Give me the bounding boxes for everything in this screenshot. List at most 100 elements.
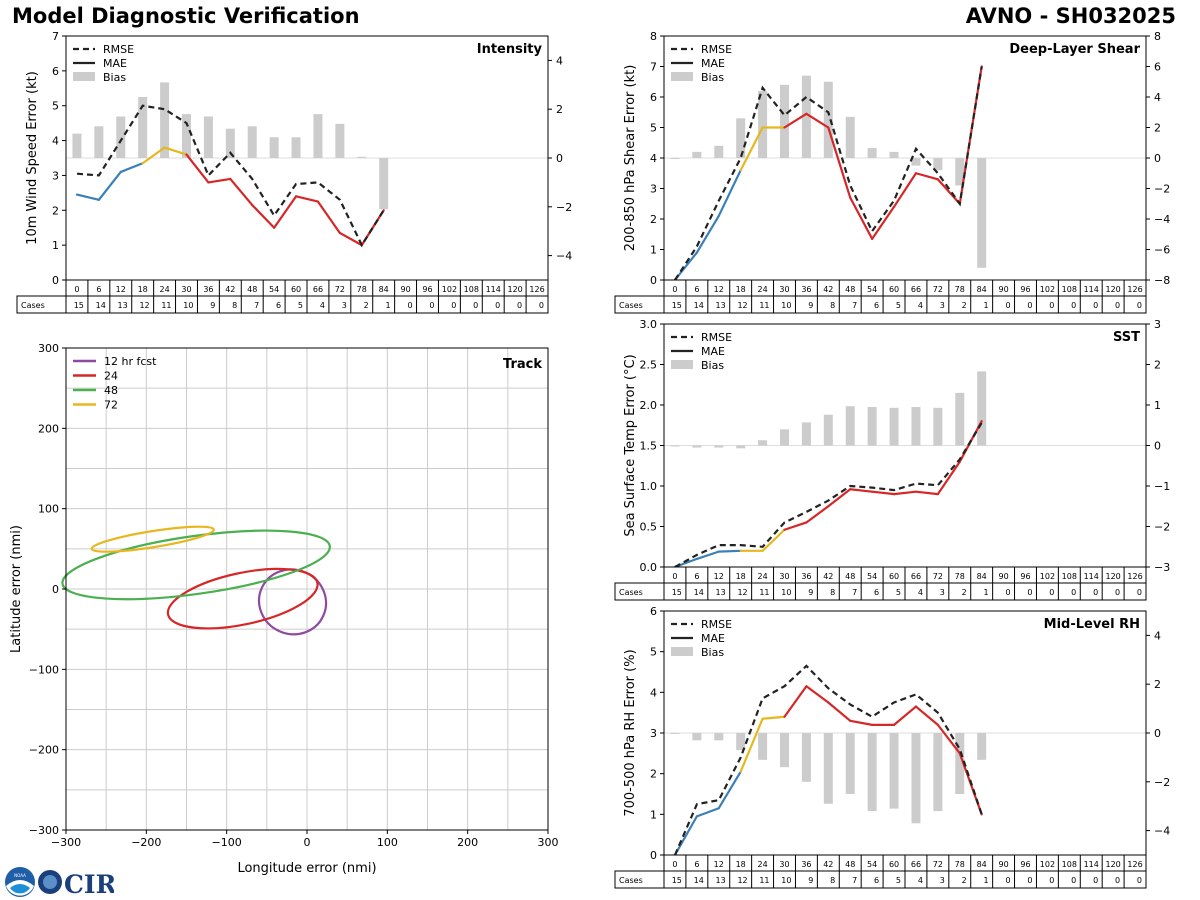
bias-bar xyxy=(94,126,104,158)
forecast-hour: 54 xyxy=(867,572,877,581)
legend-mae-label: MAE xyxy=(701,632,725,645)
bias-bar xyxy=(911,407,921,446)
bias-bar xyxy=(977,733,987,760)
bias-bar xyxy=(72,133,82,158)
bias-bar xyxy=(736,445,746,449)
case-count: 0 xyxy=(1027,876,1032,885)
forecast-hour: 84 xyxy=(977,285,987,294)
forecast-hour: 60 xyxy=(889,285,899,294)
cases-label: Cases xyxy=(21,301,45,310)
panel-track: −300−300 −200 −200 −100 −100 0 0 100 100 200 200 30… xyxy=(9,342,559,876)
case-count: 3 xyxy=(940,876,945,885)
bias-bar xyxy=(845,733,855,794)
forecast-hour: 42 xyxy=(823,860,833,869)
forecast-hour: 66 xyxy=(911,285,921,294)
mae-segment xyxy=(936,178,961,205)
mae-segment xyxy=(717,169,742,218)
forecast-hour: 0 xyxy=(672,572,677,581)
track-error-ellipse xyxy=(166,567,319,630)
case-count: 9 xyxy=(808,588,813,597)
bias-bar xyxy=(670,158,680,159)
case-count: 14 xyxy=(96,301,106,310)
forecast-hour: 114 xyxy=(1084,572,1099,581)
y2-tick-label: −2 xyxy=(1154,776,1170,789)
forecast-hour: 90 xyxy=(998,860,1008,869)
mae-segment xyxy=(827,126,852,199)
mae-segment xyxy=(695,214,720,254)
bias-bar xyxy=(138,97,148,158)
case-count: 6 xyxy=(874,301,879,310)
bias-bar xyxy=(335,123,345,158)
case-count: 11 xyxy=(759,301,769,310)
y2-tick-label: 2 xyxy=(1154,359,1161,372)
panel-title: Deep-Layer Shear xyxy=(1009,42,1140,57)
legend-rmse-label: RMSE xyxy=(701,331,732,344)
page-title: Model Diagnostic Verification xyxy=(12,4,360,28)
case-count: 0 xyxy=(1005,588,1010,597)
forecast-hour: 18 xyxy=(736,285,746,294)
forecast-hour: 12 xyxy=(714,572,724,581)
storm-id-label: AVNO - SH032025 xyxy=(965,4,1176,28)
forecast-hour: 6 xyxy=(694,572,699,581)
mae-segment xyxy=(75,193,100,201)
case-count: 0 xyxy=(1137,876,1142,885)
cases-table: Cases01561412131812241130103694284875466… xyxy=(614,566,1147,601)
forecast-hour: 102 xyxy=(1040,860,1055,869)
mae-segment xyxy=(141,146,166,165)
forecast-hour: 18 xyxy=(736,860,746,869)
bias-bar xyxy=(867,148,877,158)
forecast-hour: 126 xyxy=(1127,860,1142,869)
case-count: 5 xyxy=(298,301,303,310)
forecast-hour: 78 xyxy=(955,285,965,294)
bias-bar xyxy=(182,114,191,158)
case-count: 7 xyxy=(852,301,857,310)
case-count: 0 xyxy=(407,301,412,310)
legend-label: 12 hr fcst xyxy=(104,355,157,368)
y-tick-label: 100 xyxy=(38,503,59,516)
case-count: 0 xyxy=(1049,301,1054,310)
case-count: 8 xyxy=(232,301,237,310)
forecast-hour: 30 xyxy=(779,572,789,581)
y2-tick-label: −4 xyxy=(556,250,572,263)
case-count: 7 xyxy=(852,876,857,885)
forecast-hour: 36 xyxy=(801,285,811,294)
track-error-ellipse xyxy=(61,529,331,601)
rmse-line xyxy=(674,66,983,281)
forecast-hour: 102 xyxy=(442,285,457,294)
forecast-hour: 78 xyxy=(955,860,965,869)
y-tick-label: 7 xyxy=(650,61,657,74)
y-tick-label: 1 xyxy=(650,244,657,257)
case-count: 1 xyxy=(386,301,391,310)
mae-segment xyxy=(892,172,918,208)
mae-segment xyxy=(207,177,232,184)
bias-bar xyxy=(845,116,855,158)
bias-bar xyxy=(955,733,965,794)
forecast-hour: 84 xyxy=(379,285,389,294)
legend-bias-label: Bias xyxy=(701,359,724,372)
bias-bar xyxy=(379,158,389,210)
y2-tick-label: 6 xyxy=(1154,61,1161,74)
mae-segment xyxy=(717,549,742,553)
forecast-hour: 72 xyxy=(335,285,345,294)
bias-bar xyxy=(911,158,921,166)
y2-tick-label: 3 xyxy=(1154,318,1161,331)
y2-tick-label: 0 xyxy=(1154,152,1161,165)
case-count: 2 xyxy=(962,588,967,597)
mae-segment xyxy=(936,460,961,496)
case-count: 4 xyxy=(320,301,325,310)
forecast-hour: 120 xyxy=(1105,860,1120,869)
cases-label: Cases xyxy=(619,588,643,597)
case-count: 0 xyxy=(1093,588,1098,597)
case-count: 2 xyxy=(962,876,967,885)
y-tick-label: 7 xyxy=(52,30,59,43)
y-tick-label: 2 xyxy=(650,768,657,781)
bias-bar xyxy=(801,75,811,158)
bias-bar xyxy=(933,733,943,812)
forecast-hour: 84 xyxy=(977,572,987,581)
case-count: 0 xyxy=(1093,876,1098,885)
case-count: 2 xyxy=(364,301,369,310)
y-tick-label: 6 xyxy=(52,65,59,78)
